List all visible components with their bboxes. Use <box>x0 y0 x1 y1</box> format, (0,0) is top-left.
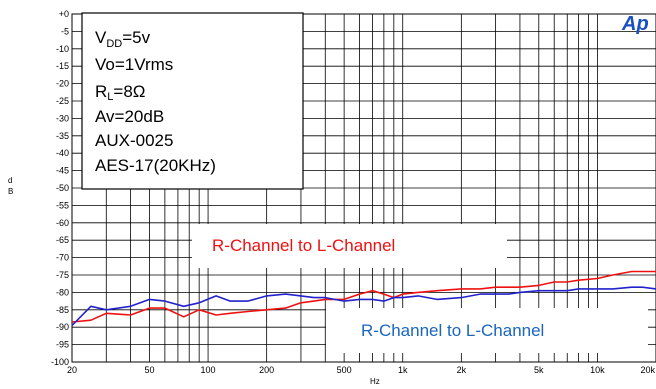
y-tick-label: +0 <box>59 9 69 19</box>
x-tick-label: 200 <box>259 365 274 375</box>
x-tick-label: 500 <box>337 365 352 375</box>
condition-vdd: VDD=5v <box>95 28 151 50</box>
x-tick-labels: 20 50 100 200 500 1k 2k 5k 10k 20k <box>67 365 656 375</box>
conditions-box: VDD=5v Vo=1Vrms RL=8Ω Av=20dB AUX-0025 A… <box>81 12 304 190</box>
y-tick-label: -100 <box>51 357 69 367</box>
condition-vdd-value: =5v <box>122 28 150 47</box>
y-tick-label: -30 <box>56 113 69 123</box>
x-tick-label: 1k <box>398 365 408 375</box>
series-blue-line <box>71 286 656 327</box>
condition-rl: RL=8Ω <box>95 82 146 103</box>
y-tick-labels: +0 -5 -10 -15 -20 -25 -30 -35 -40 -45 -50 -55 -60 -65… <box>51 9 69 367</box>
x-axis-label: Hz <box>370 377 380 386</box>
condition-aes: AES-17(20KHz) <box>95 156 216 175</box>
y-tick-label: -90 <box>56 322 69 332</box>
y-tick-label: -25 <box>56 96 69 106</box>
conditions-box-frame <box>81 12 304 190</box>
annotation-blue: R-Channel to L-Channel <box>326 308 648 353</box>
x-tick-label: 2k <box>457 365 467 375</box>
y-tick-label: -65 <box>56 235 69 245</box>
y-tick-label: -5 <box>61 26 69 36</box>
annotation-red-bg <box>192 224 507 268</box>
annotation-red-text: R-Channel to L-Channel <box>212 236 395 255</box>
y-tick-label: -80 <box>56 287 69 297</box>
x-tick-label: 20k <box>640 365 655 375</box>
x-tick-label: 50 <box>144 365 154 375</box>
x-tick-label: 100 <box>201 365 216 375</box>
y-tick-label: -20 <box>56 79 69 89</box>
series-red-line <box>71 270 656 323</box>
y-tick-label: -10 <box>56 44 69 54</box>
x-tick-label: 5k <box>534 365 544 375</box>
annotation-blue-bg <box>326 308 648 353</box>
logo-text: Ap <box>621 13 649 35</box>
y-tick-label: -85 <box>56 305 69 315</box>
y-tick-label: -45 <box>56 166 69 176</box>
x-tick-label: 10k <box>590 365 605 375</box>
y-tick-label: -50 <box>56 183 69 193</box>
y-tick-label: -15 <box>56 61 69 71</box>
condition-vo: Vo=1Vrms <box>95 55 173 74</box>
plot-frame <box>71 13 656 363</box>
series-lines <box>71 270 656 327</box>
y-tick-label: -70 <box>56 253 69 263</box>
y-axis-label-b: B <box>8 187 13 196</box>
annotation-blue-text: R-Channel to L-Channel <box>361 321 544 340</box>
y-tick-label: -75 <box>56 270 69 280</box>
y-tick-label: -95 <box>56 340 69 350</box>
y-axis-label-d: d <box>8 176 12 185</box>
condition-aux: AUX-0025 <box>95 131 173 150</box>
y-tick-label: -60 <box>56 218 69 228</box>
y-tick-label: -40 <box>56 148 69 158</box>
y-tick-label: -35 <box>56 131 69 141</box>
annotation-red: R-Channel to L-Channel <box>192 224 507 268</box>
condition-av: Av=20dB <box>95 107 164 126</box>
y-tick-label: -55 <box>56 200 69 210</box>
x-tick-label: 20 <box>67 365 77 375</box>
